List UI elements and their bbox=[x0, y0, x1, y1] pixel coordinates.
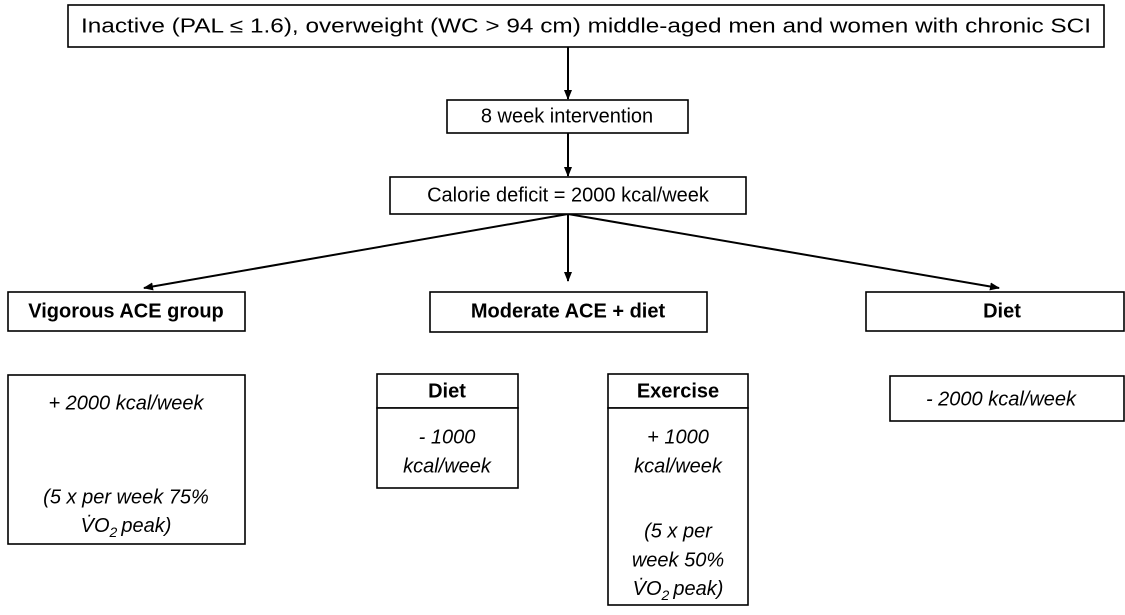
detail-text: + 2000 kcal/week bbox=[48, 392, 204, 414]
arrow bbox=[143, 213, 569, 291]
detail-text: week 50% bbox=[632, 549, 724, 571]
detail-text: kcal/week bbox=[403, 455, 492, 477]
deficit-label: Calorie deficit = 2000 kcal/week bbox=[427, 184, 710, 206]
sub-header-box bbox=[607, 373, 749, 409]
detail-text: kcal/week bbox=[634, 455, 723, 477]
population-box bbox=[67, 4, 1105, 48]
subscript: 2 bbox=[109, 524, 118, 540]
peak: peak) bbox=[120, 515, 171, 537]
detail-text: V̇O2 peak) bbox=[633, 578, 724, 602]
vo2: V̇O bbox=[81, 515, 110, 537]
detail-text: (5 x per bbox=[644, 520, 713, 542]
detail-text: (5 x per week 75% bbox=[43, 486, 209, 508]
intervention-label: 8 week intervention bbox=[481, 105, 653, 127]
peak: peak) bbox=[672, 578, 723, 600]
vo2: V̇O bbox=[633, 578, 662, 600]
arrow bbox=[567, 213, 1000, 291]
intervention-box bbox=[446, 99, 689, 134]
diet-detail-box bbox=[889, 375, 1125, 422]
detail-text: + 1000 bbox=[647, 426, 709, 448]
deficit-box bbox=[389, 176, 747, 215]
detail-text: V̇O2 peak) bbox=[81, 515, 172, 539]
vigorous-label: Vigorous ACE group bbox=[28, 300, 224, 322]
moderate-label: Moderate ACE + diet bbox=[471, 300, 666, 322]
detail-text: - 2000 kcal/week bbox=[926, 388, 1077, 410]
population-label: Inactive (PAL ≤ 1.6), overweight (WC > 9… bbox=[81, 15, 1091, 37]
sub-detail-box bbox=[376, 407, 519, 489]
diet-label: Diet bbox=[983, 300, 1021, 322]
subscript: 2 bbox=[661, 587, 670, 603]
vigorous-detail-box bbox=[7, 374, 246, 545]
moderate-box bbox=[429, 291, 708, 333]
sub-header-box bbox=[376, 373, 519, 409]
sub-detail-box bbox=[607, 407, 749, 606]
sub-header: Exercise bbox=[637, 380, 719, 402]
detail-text: - 1000 bbox=[419, 426, 476, 448]
vigorous-box bbox=[7, 291, 246, 332]
diet-box bbox=[865, 291, 1125, 332]
sub-header: Diet bbox=[428, 380, 466, 402]
